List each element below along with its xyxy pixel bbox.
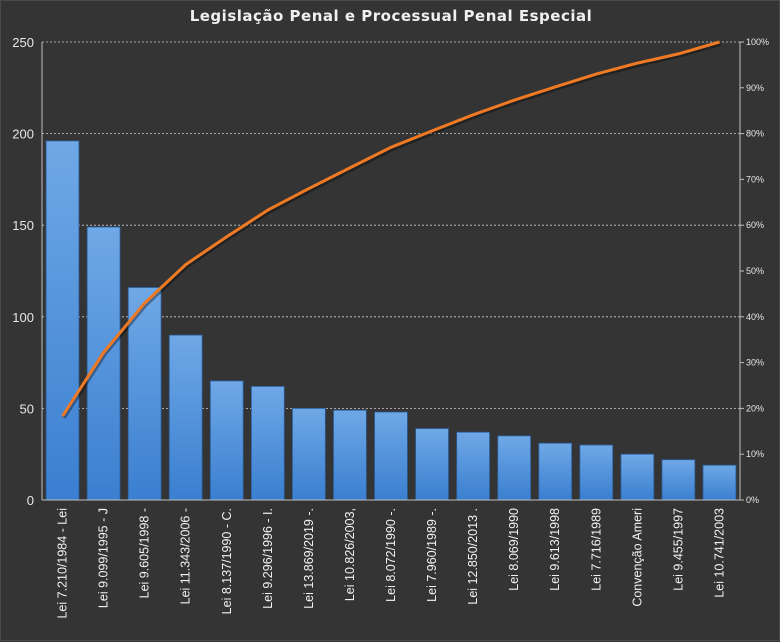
bar (702, 464, 737, 501)
x-category-label: Lei 7.716/1989 (589, 508, 603, 591)
bar (168, 334, 203, 501)
cumulative-line (61, 40, 722, 419)
bar (209, 380, 244, 501)
bar (250, 386, 285, 501)
x-category-label: Lei 9.605/1998 - (138, 508, 152, 598)
x-category-label: Lei 12.850/2013 . (466, 508, 480, 605)
cumulative-percent-line (61, 40, 720, 418)
y-tick-label: 100 (12, 310, 34, 325)
x-category-label: Lei 7.210/1984 - Lei (56, 508, 70, 619)
y-tick-label: 150 (12, 218, 34, 233)
y2-tick-label: 100% (746, 37, 769, 47)
bar (292, 407, 326, 501)
bar (127, 287, 162, 501)
bar (620, 453, 655, 501)
y-tick-label: 200 (12, 127, 34, 142)
y2-tick-label: 90% (746, 83, 764, 93)
y2-tick-label: 70% (746, 174, 764, 184)
y2-tick-label: 20% (746, 403, 764, 413)
bar (538, 442, 573, 501)
x-category-label: Lei 8.069/1990 (507, 508, 521, 591)
x-category-label: Lei 9.455/1997 (671, 508, 685, 591)
bar (415, 428, 449, 501)
x-category-label: Lei 9.613/1998 (548, 508, 562, 591)
bar (333, 409, 367, 501)
x-category-label: Lei 13.869/2019 -. (302, 508, 316, 609)
bar (374, 411, 408, 501)
chart-title: Legislação Penal e Processual Penal Espe… (189, 7, 593, 25)
x-category-label: Lei 11.343/2006 - (179, 508, 193, 604)
bar (86, 226, 121, 501)
bars (45, 140, 737, 501)
y2-tick-label: 30% (746, 358, 764, 368)
bar (45, 140, 80, 501)
y2-tick-label: 50% (746, 266, 764, 276)
y2-tick-label: 40% (746, 312, 764, 322)
gridlines (42, 41, 740, 409)
y2-tick-label: 60% (746, 220, 764, 230)
y2-tick-label: 0% (746, 495, 759, 505)
x-category-label: Lei 9.296/1996 - I. (261, 508, 275, 609)
x-category-label: Lei 10.741/2003 (712, 508, 726, 598)
x-category-label: Lei 8.072/1990 -. (384, 508, 398, 602)
y-tick-label: 250 (12, 35, 34, 50)
cumulative-line-shadow (61, 41, 722, 419)
x-category-label: Lei 10.826/2003, (343, 508, 357, 601)
x-category-label: Lei 7.960/1989 -. (425, 508, 439, 602)
x-category-label: Lei 8.137/1990 - C. (220, 508, 234, 614)
y2-tick-label: 10% (746, 449, 764, 459)
x-category-label: Convenção Ameri (630, 508, 644, 607)
y-tick-label: 50 (20, 401, 34, 416)
bar (497, 435, 531, 501)
y-tick-label: 0 (27, 493, 34, 508)
bar (579, 444, 614, 501)
bar (456, 431, 490, 501)
x-category-label: Lei 9.099/1995 - J (97, 508, 111, 608)
y2-tick-label: 80% (746, 129, 764, 139)
bar (661, 459, 696, 501)
axes: 0 50 100 150 200 250 0% 10% 20% 30% 40% 50% 60% 70% 80… (12, 35, 769, 619)
